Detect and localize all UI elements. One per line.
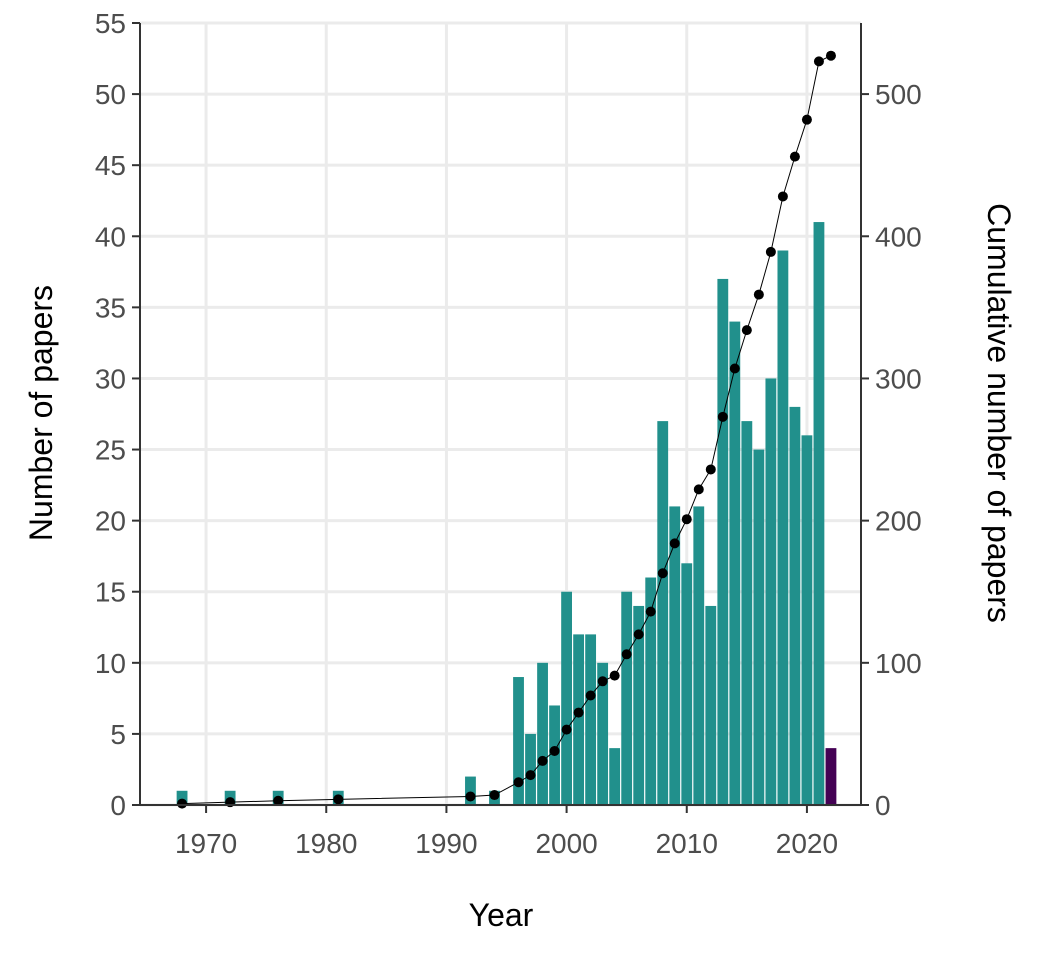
axes bbox=[132, 22, 869, 813]
cumulative-point bbox=[513, 777, 524, 788]
y2-tick-label: 0 bbox=[875, 790, 891, 821]
y-tick-label: 10 bbox=[95, 648, 126, 679]
bar bbox=[537, 662, 548, 805]
cumulative-point bbox=[585, 690, 596, 701]
bars bbox=[176, 222, 837, 806]
bar bbox=[825, 748, 837, 805]
cumulative-point bbox=[741, 325, 752, 336]
x-tick-label: 2010 bbox=[656, 828, 718, 859]
cumulative-point bbox=[717, 411, 728, 422]
bar bbox=[176, 790, 188, 805]
y2-tick-label: 500 bbox=[875, 79, 922, 110]
cumulative-point bbox=[765, 246, 776, 257]
x-tick-label: 1970 bbox=[175, 828, 237, 859]
bar bbox=[705, 605, 717, 805]
y-tick-label: 40 bbox=[95, 221, 126, 252]
bar bbox=[681, 563, 693, 805]
y-tick-label: 55 bbox=[95, 8, 126, 39]
x-tick-label: 1990 bbox=[415, 828, 477, 859]
x-axis-title: Year bbox=[469, 897, 534, 933]
cumulative-point bbox=[729, 363, 740, 374]
bar bbox=[573, 634, 585, 805]
cumulative-point bbox=[561, 724, 572, 735]
bar bbox=[789, 406, 801, 805]
bar bbox=[717, 278, 729, 806]
grid-lines bbox=[140, 21, 861, 807]
cumulative-point bbox=[597, 676, 608, 687]
bar bbox=[693, 506, 705, 805]
cumulative-point bbox=[657, 568, 668, 579]
bar bbox=[765, 378, 777, 805]
cumulative-point bbox=[633, 629, 644, 640]
bar bbox=[633, 605, 645, 805]
cumulative-point bbox=[489, 790, 500, 801]
y-tick-label: 30 bbox=[95, 363, 126, 394]
x-tick-label: 2000 bbox=[535, 828, 597, 859]
bar bbox=[645, 577, 657, 805]
y2-tick-label: 400 bbox=[875, 221, 922, 252]
bar bbox=[741, 421, 753, 805]
cumulative-point bbox=[609, 670, 620, 681]
bar bbox=[801, 435, 813, 805]
cumulative-point bbox=[801, 114, 812, 125]
y-tick-label: 5 bbox=[110, 719, 126, 750]
bar bbox=[597, 662, 609, 805]
y-tick-label: 0 bbox=[110, 790, 126, 821]
x-tick-label: 2020 bbox=[776, 828, 838, 859]
cumulative-point bbox=[813, 56, 824, 67]
y2-tick-label: 100 bbox=[875, 648, 922, 679]
bar bbox=[777, 250, 789, 805]
bar bbox=[585, 634, 597, 805]
cumulative-point bbox=[573, 707, 584, 718]
y-tick-label: 50 bbox=[95, 79, 126, 110]
cumulative-line bbox=[177, 50, 836, 809]
tick-labels: 0 5 10 15 20 25 30 35 40 45 50 55 0 100 200 300 400 500 19… bbox=[95, 8, 922, 859]
cumulative-point bbox=[465, 791, 476, 802]
x-tick-label: 1980 bbox=[295, 828, 357, 859]
bar bbox=[657, 421, 669, 805]
cumulative-point bbox=[177, 798, 188, 809]
cumulative-point bbox=[705, 464, 716, 475]
bar bbox=[525, 733, 536, 805]
bar bbox=[609, 748, 621, 805]
y2-tick-label: 200 bbox=[875, 506, 922, 537]
bar bbox=[729, 321, 741, 805]
cumulative-point bbox=[549, 745, 560, 756]
y-tick-label: 25 bbox=[95, 435, 126, 466]
cumulative-point bbox=[525, 770, 536, 781]
cumulative-point bbox=[669, 538, 680, 549]
cumulative-point bbox=[693, 484, 704, 495]
cumulative-point bbox=[273, 795, 284, 806]
bar bbox=[669, 506, 681, 805]
y-tick-label: 45 bbox=[95, 150, 126, 181]
cumulative-point bbox=[753, 289, 764, 300]
cumulative-point bbox=[537, 755, 548, 766]
y2-axis-title: Cumulative number of papers bbox=[981, 203, 1017, 623]
y2-tick-label: 300 bbox=[875, 363, 922, 394]
cumulative-point bbox=[621, 649, 632, 660]
cumulative-point bbox=[681, 514, 692, 525]
bar bbox=[753, 449, 765, 805]
bar bbox=[465, 776, 476, 805]
bar bbox=[813, 222, 825, 805]
cumulative-point bbox=[645, 606, 656, 617]
y-axis-title: Number of papers bbox=[23, 285, 59, 541]
y-tick-label: 35 bbox=[95, 292, 126, 323]
y-tick-label: 20 bbox=[95, 506, 126, 537]
bar bbox=[621, 591, 633, 805]
cumulative-point bbox=[825, 50, 836, 61]
y-tick-label: 15 bbox=[95, 577, 126, 608]
cumulative-point bbox=[777, 191, 788, 202]
cumulative-point bbox=[789, 151, 800, 162]
bar bbox=[561, 591, 572, 805]
cumulative-point bbox=[333, 794, 344, 805]
bar bbox=[513, 677, 524, 805]
